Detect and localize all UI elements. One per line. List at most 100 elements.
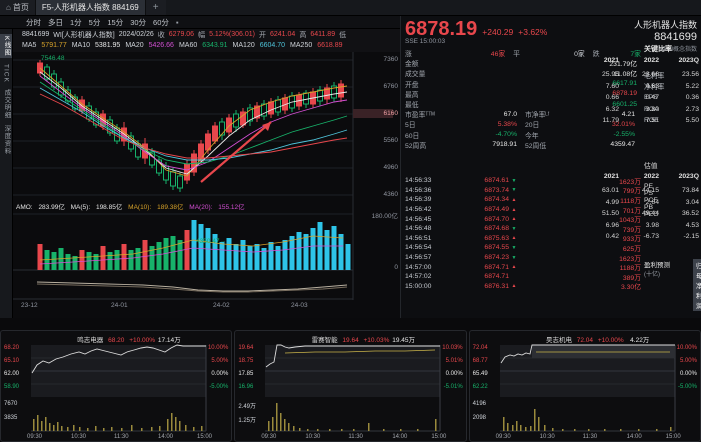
mini-chart-panel-2[interactable]: 雷赛智能 19.64 +10.03% 19.45万 (234, 330, 467, 442)
mini-1-vol-0: 7670 (4, 401, 18, 407)
index-source: Wind概念指数 (659, 47, 697, 53)
decliners-label: 跌 (592, 51, 600, 59)
low-label: 最低 (405, 102, 419, 110)
y-tick-7360: 7360 (383, 56, 398, 63)
stat-row-high: 最高 6878.19 (405, 89, 641, 99)
valuation-col-2021: 2021 (603, 173, 619, 180)
tick-row: 14:56:54 6874.55 ▼ 625万 (405, 243, 641, 253)
mini-2-vol-0: 2.49万 (238, 404, 257, 410)
unchanged-value: 0家 (574, 51, 585, 59)
period-button-30m[interactable]: 30分 (130, 17, 147, 27)
mini-3-y-right-3: -5.00% (677, 384, 697, 390)
quote-change-value: 5.12%(306.01) (209, 31, 255, 38)
advancers-label: 涨 (405, 51, 412, 59)
period-button-60m[interactable]: 60分 (153, 17, 169, 27)
forecast-tab-net-profit[interactable]: 归母净利润 (693, 259, 701, 311)
stat-row-breadth: 涨 46家 平 0家 跌 7家 (405, 48, 641, 58)
tick-row: 14:56:57 6874.23 ▼ 1623万 (405, 253, 641, 263)
tick-direction-icon: ▼ (511, 177, 517, 184)
period-more-icon[interactable]: ▪ (175, 17, 179, 27)
period-button-15m[interactable]: 15分 (107, 17, 124, 27)
cell: 3.04 (685, 198, 699, 206)
high-marker-label: 7546.48 (41, 55, 65, 62)
cell: 11.79 (602, 117, 619, 125)
chart-area[interactable]: 7546.48 7360 6760 6160 5560 4960 4360 AM… (13, 52, 400, 318)
ratio-label-roa: ROA (644, 105, 659, 113)
period-button-fenshi[interactable]: 分时 (26, 17, 41, 27)
rail-item-tick[interactable]: TICK (2, 64, 10, 84)
tick-time: 14:56:57 (405, 254, 432, 262)
ratios-col-2023q: 2023Q (678, 57, 699, 64)
tick-row: 14:56:36 6873.74 ▼ 799万 (405, 186, 641, 196)
candlestick-chart[interactable]: 7546.48 7360 6760 6160 5560 4960 4360 (13, 52, 400, 200)
rail-item-kline[interactable]: K线图 (0, 34, 12, 59)
tab-index-chart[interactable]: F5-人形机器人指数 884169 (35, 0, 146, 15)
amount-value: 231.79亿 (609, 61, 637, 69)
ratio-row-roa: 6.32 3.80 2.73 (579, 104, 699, 116)
mini-2-pct: +10.03% (363, 337, 390, 344)
ratio-row-roe: 11.79 7.51 5.50 (579, 115, 699, 127)
cell: 0.66 (605, 94, 619, 102)
mini-chart-panel-3[interactable]: 昊志机电 72.04 +10.00% 4.22万 (468, 330, 701, 442)
tab-bar-filler (165, 0, 701, 15)
mini-2-y-left-0: 19.64 (238, 345, 254, 351)
ma10-value: 5381.95 (95, 41, 121, 49)
cell: 0.47 (645, 94, 659, 102)
quote-open-value: 6241.04 (270, 31, 296, 38)
tick-row: 14:57:00 6874.71 ▲ 1188万 (405, 262, 641, 273)
low-marker-label: 4350.47→ (196, 238, 226, 245)
tick-row: 14:56:33 6874.61 ▼ 1623万 (405, 176, 641, 186)
tick-direction-icon: ▼ (511, 244, 517, 251)
index-change-pct: +3.62% (518, 27, 548, 37)
add-tab-button[interactable]: + (152, 2, 159, 13)
mini-1-volume: 17.14万 (157, 337, 181, 344)
ma10-label: MA10 (71, 41, 91, 49)
volume-chart[interactable]: AMO: 283.99亿 MA(5): 198.85亿 MA(10): 189.… (13, 200, 400, 278)
stat-row-pe-pb: 市盈率ᵀᵀᴹ 67.0 市净率ᴸᶠ 4.21 (405, 109, 641, 120)
mini-1-y-right-3: -5.00% (209, 384, 229, 390)
volume-y-tick-bottom: 0 (394, 264, 398, 271)
period-button-5m[interactable]: 5分 (88, 17, 101, 27)
mini-1-name: 鸣志电器 (77, 337, 104, 344)
valuation-col-2022: 2022 (643, 173, 659, 180)
mini-3-name: 昊志机电 (545, 337, 572, 344)
mini-1-y-left-2: 62.00 (4, 371, 20, 377)
mini-1-y-left-1: 65.10 (4, 358, 20, 364)
time-and-sales-list[interactable]: 14:56:33 6874.61 ▼ 1623万 14:56:36 6873.74 ▼ 79… (405, 176, 641, 291)
mini-3-y-left-3: 62.22 (472, 384, 488, 390)
pe-label: 市盈率ᵀᵀᴹ (405, 112, 435, 120)
mini-2-y-left-1: 18.75 (238, 358, 254, 364)
cell: 0.42 (605, 233, 619, 241)
cell: 36.52 (681, 210, 699, 218)
sub-indicator-chart[interactable] (13, 278, 400, 300)
cell: 6.32 (605, 105, 619, 113)
sub-indicator-svg (13, 278, 354, 300)
quote-change-label: 幅 (198, 31, 206, 39)
cell: 7.60 (605, 82, 619, 90)
week52-low-value: 4359.47 (610, 141, 635, 149)
rail-item-trades[interactable]: 成交明细 (3, 89, 10, 120)
mini-chart-panel-1[interactable]: 鸣志电器 68.20 +10.00% 17.14万 (0, 330, 233, 442)
valuation-labels: 估值 PE PS PCF PB PEG (644, 160, 700, 218)
amo-ma10-value: 189.38亿 (157, 204, 184, 211)
ratios-col-2022: 2022 (643, 57, 659, 64)
x-tick-23-12: 23-12 (21, 302, 38, 309)
mini-2-y-right-0: 10.03% (442, 345, 463, 351)
amo-ma20-value: 155.12亿 (218, 204, 245, 211)
cell: 63.01 (601, 187, 619, 195)
left-rail: K线图 TICK 成交明细 深度资料 (0, 29, 13, 318)
tick-row: 14:57:02 6874.71 389万 (405, 272, 641, 282)
tick-direction-icon: ▲ (511, 283, 517, 290)
valuation-label-pcf: PCF (644, 197, 658, 204)
tab-home[interactable]: ⌂ 首页 (0, 0, 36, 15)
open-label: 开盘 (405, 81, 419, 89)
x-tick-24-01: 24-01 (111, 302, 128, 309)
cell: 2.73 (685, 105, 699, 113)
volume-svg (13, 200, 354, 278)
mini-1-y-right-0: 10.00% (207, 345, 229, 351)
rail-item-profile[interactable]: 深度资料 (3, 125, 10, 156)
ma120-value: 6604.70 (259, 41, 286, 49)
period-button-duori[interactable]: 多日 (48, 17, 63, 27)
period-button-1m[interactable]: 1分 (70, 17, 82, 27)
return-5d-label: 5日 (405, 122, 416, 130)
